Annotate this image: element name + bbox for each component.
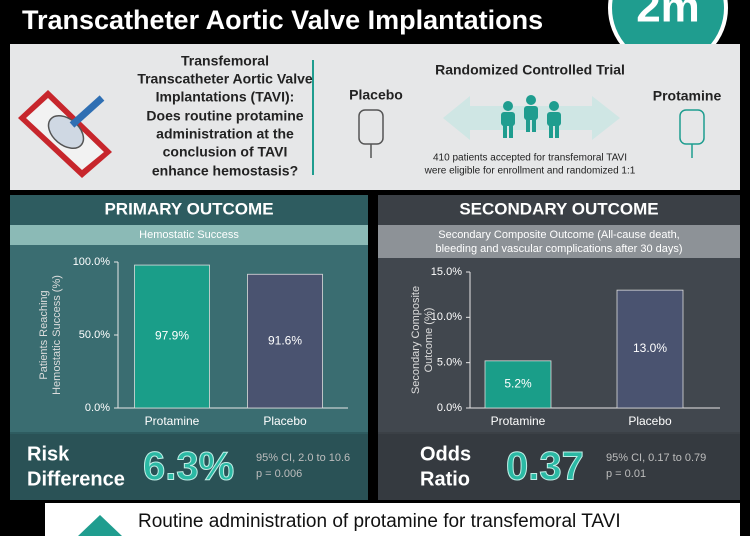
- bar: [247, 273, 323, 409]
- question-line: Does routine protamine: [146, 108, 303, 124]
- result-value: 6.3%: [143, 445, 234, 489]
- y-tick-label: 0.0%: [437, 402, 462, 414]
- trial-note: 410 patients accepted for transfemoral T…: [433, 153, 627, 164]
- result-ci: 95% CI, 2.0 to 10.6: [256, 452, 350, 464]
- page-title: Transcatheter Aortic Valve Implantations: [22, 5, 543, 35]
- y-tick-label: 0.0%: [85, 402, 110, 414]
- x-tick-label: Protamine: [491, 414, 546, 428]
- result-band: [10, 434, 368, 500]
- footer-icon: [78, 515, 122, 536]
- trial-note: were eligible for enrollment and randomi…: [424, 166, 636, 177]
- y-tick-label: 5.0%: [437, 357, 462, 369]
- result-p: p = 0.01: [606, 468, 646, 480]
- question-line: conclusion of TAVI: [163, 144, 288, 160]
- value-label: 97.9%: [155, 329, 189, 343]
- question-line: administration at the: [156, 126, 294, 142]
- y-tick-label: 100.0%: [73, 256, 111, 268]
- x-tick-label: Protamine: [145, 414, 200, 428]
- question-line: Transcatheter Aortic Valve: [137, 71, 313, 87]
- bar: [616, 289, 684, 409]
- result-label: Risk: [27, 443, 70, 465]
- result-value: 0.37: [506, 445, 584, 489]
- logo-text: 2m: [636, 0, 700, 32]
- trial-title: Randomized Controlled Trial: [435, 62, 625, 78]
- result-label: Ratio: [420, 468, 470, 490]
- question-line: enhance hemostasis?: [152, 163, 298, 179]
- question-line: Implantations (TAVI):: [156, 89, 295, 105]
- subtitle-band: [378, 225, 740, 258]
- result-label: Odds: [420, 443, 471, 465]
- chart-subtitle: Hemostatic Success: [139, 229, 239, 241]
- result-band: [378, 434, 740, 500]
- valve-icon: [18, 90, 112, 178]
- panel-title: SECONDARY OUTCOME: [459, 199, 658, 218]
- value-label: 91.6%: [268, 333, 302, 347]
- bar: [134, 264, 210, 409]
- arm-label: Placebo: [349, 87, 403, 103]
- y-axis-title: Outcome (%): [423, 308, 435, 373]
- y-axis-title: Patients Reaching: [38, 290, 50, 379]
- bar: [484, 360, 552, 409]
- x-tick-label: Placebo: [263, 414, 307, 428]
- y-tick-label: 50.0%: [79, 329, 110, 341]
- chart-subtitle: bleeding and vascular complications afte…: [435, 243, 682, 255]
- y-axis-title: Hemostatic Success (%): [51, 275, 63, 395]
- iv-bag-icon: [679, 109, 705, 158]
- y-axis-title: Secondary Composite: [410, 286, 422, 394]
- panel-title: PRIMARY OUTCOME: [104, 199, 273, 218]
- value-label: 13.0%: [633, 341, 667, 355]
- subtitle-band: [10, 225, 368, 245]
- result-label: Difference: [27, 468, 125, 490]
- footer-text: Routine administration of protamine for …: [138, 511, 621, 532]
- arm-label: Protamine: [653, 88, 722, 104]
- value-label: 5.2%: [504, 377, 532, 391]
- y-tick-label: 15.0%: [431, 266, 462, 278]
- x-tick-label: Placebo: [628, 414, 672, 428]
- result-ci: 95% CI, 0.17 to 0.79: [606, 452, 706, 464]
- people-icon: [501, 95, 561, 138]
- footer: Routine administration of protamine for …: [45, 503, 740, 536]
- iv-bag-icon: [358, 109, 384, 158]
- y-tick-label: 10.0%: [431, 311, 462, 323]
- footer-box: [45, 503, 740, 536]
- result-p: p = 0.006: [256, 468, 302, 480]
- chart-subtitle: Secondary Composite Outcome (All-cause d…: [438, 229, 680, 241]
- question-line: Transfemoral: [181, 53, 269, 69]
